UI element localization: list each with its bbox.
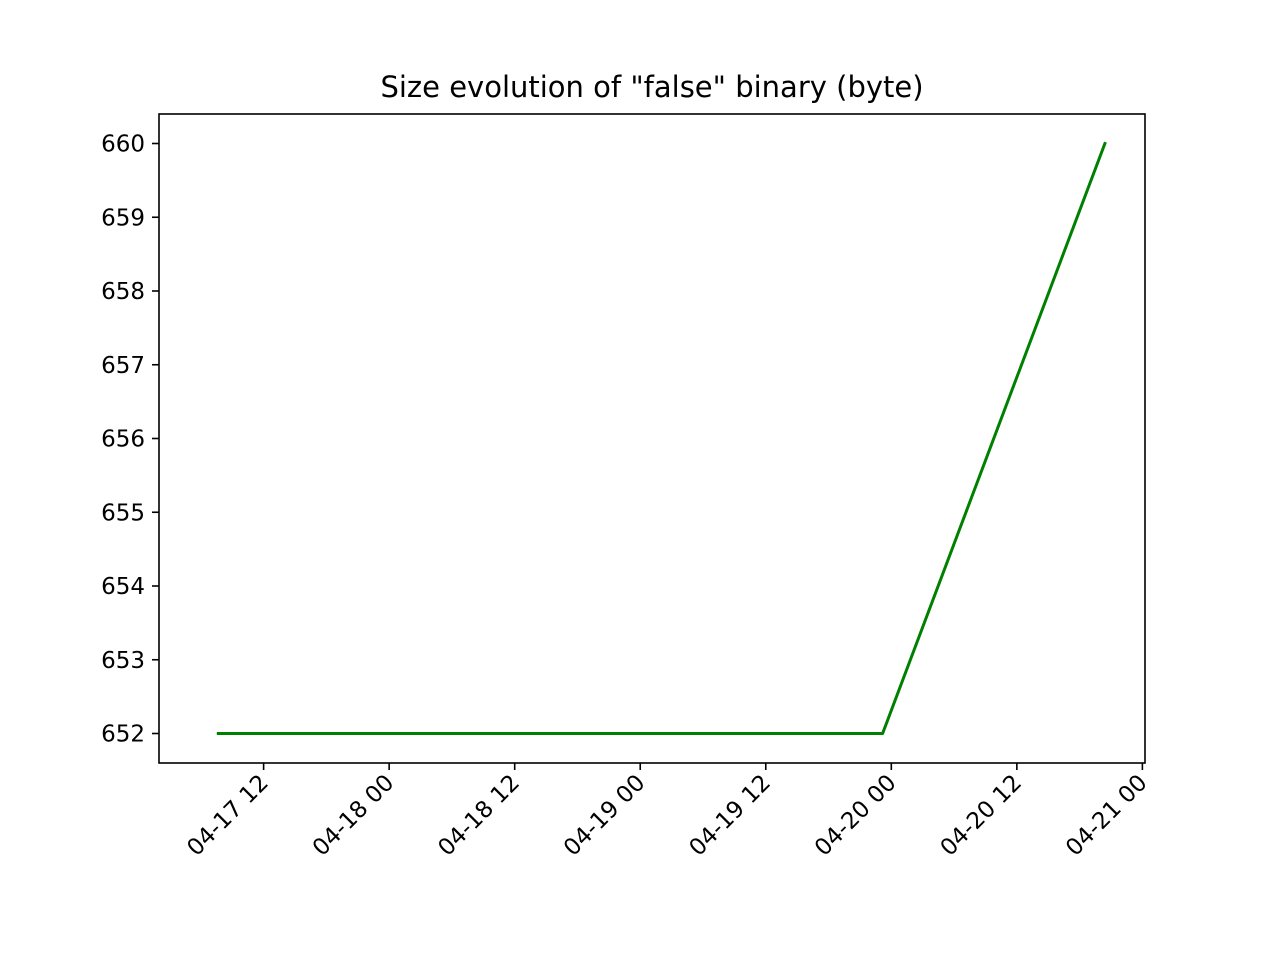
series-line (216, 141, 1107, 735)
y-tick-label: 653 (101, 648, 145, 674)
x-tick-label: 04-18 00 (308, 770, 400, 862)
y-tick-label: 658 (101, 279, 145, 305)
y-axis: 652 653 654 655 656 657 658 659 660 (101, 132, 159, 748)
x-tick-label: 04-20 00 (810, 770, 902, 862)
plot-frame (158, 113, 1146, 764)
series-layer (216, 141, 1107, 735)
x-tick-label: 04-20 12 (936, 770, 1028, 862)
y-tick-label: 654 (101, 574, 145, 600)
y-tick-label: 655 (101, 500, 145, 526)
x-tick-label: 04-21 00 (1061, 770, 1153, 862)
y-tick-label: 660 (101, 132, 145, 158)
y-tick-label: 656 (101, 427, 145, 453)
chart-title: Size evolution of "false" binary (byte) (380, 70, 923, 104)
x-axis: 04-17 12 04-18 00 04-18 12 04-19 00 04-19 12… (182, 763, 1153, 862)
y-tick-label: 657 (101, 353, 145, 379)
y-tick-label: 652 (101, 722, 145, 748)
x-tick-label: 04-19 12 (684, 770, 776, 862)
x-tick-label: 04-19 00 (559, 770, 651, 862)
x-tick-label: 04-17 12 (182, 770, 274, 862)
y-tick-label: 659 (101, 205, 145, 231)
x-tick-label: 04-18 12 (433, 770, 525, 862)
